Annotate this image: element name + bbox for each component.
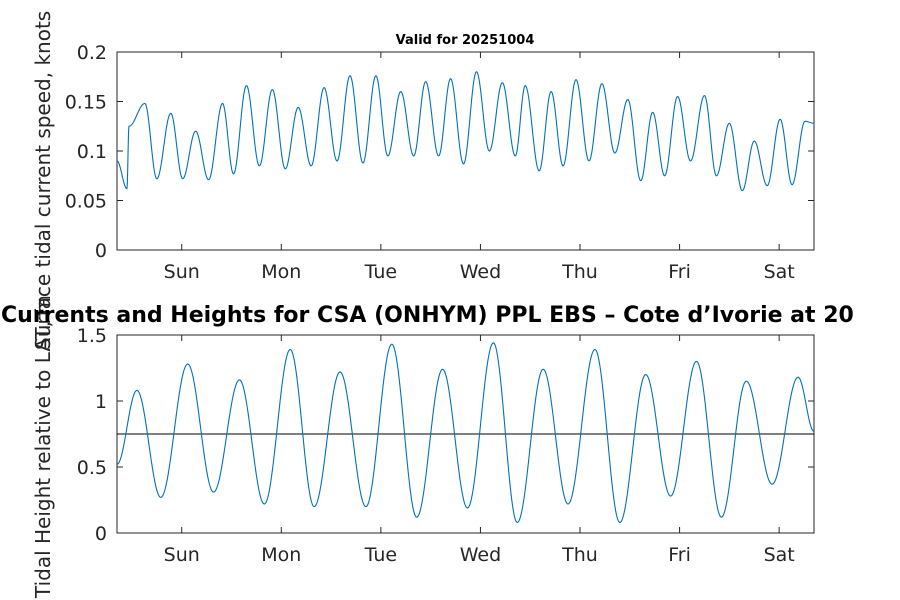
y-tick-label: 0.5 bbox=[77, 457, 107, 479]
y-tick-label: 0 bbox=[95, 523, 107, 545]
y-tick-label: 1.5 bbox=[77, 325, 107, 347]
x-tick-label: Sun bbox=[164, 544, 200, 566]
current-speed-series bbox=[116, 71, 814, 192]
y-tick-label: 0.1 bbox=[77, 141, 107, 163]
x-tick-label: Wed bbox=[460, 544, 501, 566]
current-axes-frame bbox=[116, 51, 815, 251]
y-tick-label: 0.2 bbox=[77, 42, 107, 64]
tidal-height-series bbox=[116, 342, 815, 524]
x-tick-label: Tue bbox=[364, 544, 397, 566]
x-tick-label: Sun bbox=[164, 261, 200, 283]
series-line bbox=[116, 342, 815, 524]
height-chart-title: Currents and Heights for CSA (ONHYM) PPL… bbox=[1, 303, 854, 328]
series-line bbox=[116, 71, 814, 192]
x-tick-label: Thu bbox=[561, 261, 598, 283]
y-tick-label: 0.15 bbox=[65, 92, 107, 114]
x-tick-label: Sat bbox=[764, 544, 795, 566]
x-tick-label: Fri bbox=[668, 261, 691, 283]
y-tick-label: 1 bbox=[95, 391, 107, 413]
y-tick-label: 0 bbox=[95, 240, 107, 262]
current-x-ticks: Sun Mon Tue Wed Thu Fri Sat bbox=[164, 52, 795, 283]
current-chart-title: Valid for 20251004 bbox=[396, 33, 535, 48]
height-x-ticks: Sun Mon Tue Wed Thu Fri Sat bbox=[164, 335, 795, 566]
y-tick-label: 0.05 bbox=[65, 191, 107, 213]
x-tick-label: Wed bbox=[460, 261, 501, 283]
x-tick-label: Mon bbox=[261, 261, 301, 283]
x-tick-label: Sat bbox=[764, 261, 795, 283]
height-y-ticks: 0 0.5 1 1.5 bbox=[77, 325, 814, 545]
current-y-ticks: 0 0.05 0.1 0.15 0.2 bbox=[65, 42, 814, 262]
current-y-axis-label: Surface tidal current speed, knots bbox=[31, 11, 55, 350]
x-tick-label: Fri bbox=[668, 544, 691, 566]
x-tick-label: Tue bbox=[364, 261, 397, 283]
x-tick-label: Thu bbox=[561, 544, 598, 566]
height-y-axis-label: Tidal Height relative to LAT, m bbox=[31, 295, 55, 599]
x-tick-label: Mon bbox=[261, 544, 301, 566]
